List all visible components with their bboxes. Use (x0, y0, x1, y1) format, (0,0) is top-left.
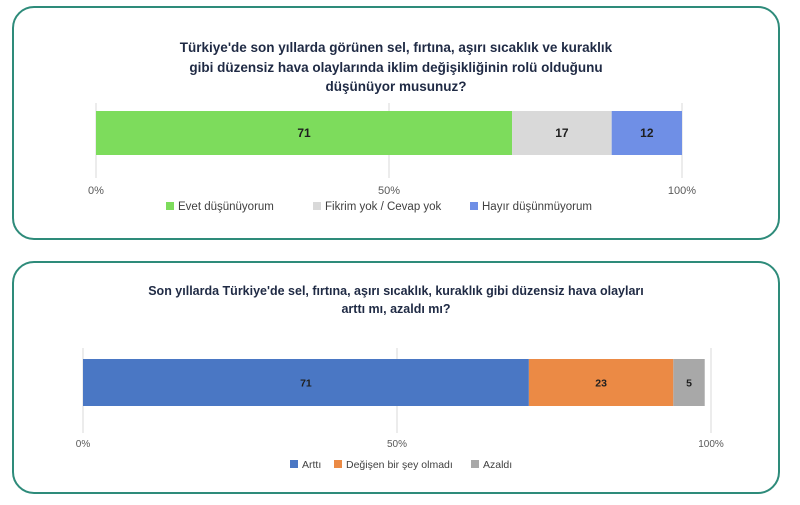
x-tick-label: 100% (668, 185, 696, 197)
x-tick-label: 100% (698, 439, 724, 450)
legend-label: Değişen bir şey olmadı (346, 459, 453, 471)
chart-title-line: arttı mı, azaldı mı? (341, 302, 450, 316)
legend-label: Arttı (302, 459, 321, 471)
legend-swatch (290, 460, 298, 468)
data-label: 5 (686, 378, 692, 390)
chart-title-line: Türkiye'de son yıllarda görünen sel, fır… (180, 40, 613, 55)
chart-panel-climate-role: Türkiye'de son yıllarda görünen sel, fır… (12, 6, 780, 240)
x-tick-label: 0% (88, 185, 104, 197)
chart-weather-trend: Son yıllarda Türkiye'de sel, fırtına, aş… (76, 284, 724, 471)
bar-segment (96, 111, 513, 155)
legend-swatch (313, 202, 321, 210)
bar-segment (611, 111, 682, 155)
chart-title-line: düşünüyor musunuz? (326, 79, 467, 94)
legend-swatch (470, 202, 478, 210)
x-tick-label: 0% (76, 439, 91, 450)
data-label: 71 (297, 126, 311, 140)
data-label: 17 (555, 126, 569, 140)
bar-segment (673, 359, 705, 406)
data-label: 12 (640, 126, 654, 140)
chart-panel-weather-trend: Son yıllarda Türkiye'de sel, fırtına, aş… (12, 261, 780, 494)
chart-title-line: gibi düzensiz hava olaylarında iklim değ… (189, 60, 602, 75)
x-tick-label: 50% (378, 185, 400, 197)
legend-label: Azaldı (483, 459, 512, 471)
bar-segment (83, 359, 529, 406)
legend-swatch (471, 460, 479, 468)
legend-label: Hayır düşünmüyorum (482, 201, 592, 213)
legend-swatch (334, 460, 342, 468)
legend-label: Fikrim yok / Cevap yok (325, 201, 442, 213)
data-label: 71 (300, 378, 312, 390)
chart-title-line: Son yıllarda Türkiye'de sel, fırtına, aş… (148, 284, 644, 298)
legend-swatch (166, 202, 174, 210)
legend-label: Evet düşünüyorum (178, 201, 274, 213)
data-label: 23 (595, 378, 607, 390)
bar-segment (528, 359, 674, 406)
chart-climate-role: Türkiye'de son yıllarda görünen sel, fır… (88, 40, 696, 213)
x-tick-label: 50% (387, 439, 407, 450)
bar-segment (512, 111, 612, 155)
